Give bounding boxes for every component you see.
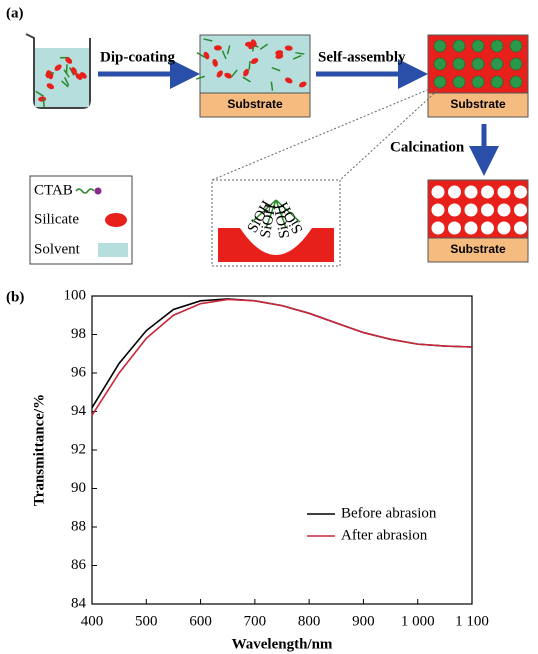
data-line: [92, 299, 472, 415]
pore: [448, 186, 461, 199]
pore: [465, 204, 478, 217]
y-tick-label: 100: [64, 287, 87, 303]
micelle: [491, 40, 503, 52]
legend-label: Silicate: [34, 211, 79, 227]
legend-label: After abrasion: [341, 527, 428, 543]
y-tick-label: 84: [71, 595, 87, 611]
pore: [465, 186, 478, 199]
y-tick-label: 96: [71, 364, 87, 380]
micelle: [472, 40, 484, 52]
diagram: (a) Dip-coating Self-assembly Calcinatio…: [6, 5, 528, 266]
pore: [448, 222, 461, 235]
micelle: [453, 76, 465, 88]
micelle: [434, 58, 446, 70]
micelle: [472, 58, 484, 70]
y-tick-label: 88: [71, 518, 86, 534]
x-tick-label: 800: [298, 613, 321, 629]
pore: [514, 186, 527, 199]
pore: [498, 186, 511, 199]
ctab-particle: [249, 61, 250, 70]
ctab-icon: [95, 188, 102, 195]
zoom-line: [340, 88, 440, 180]
substrate-label: Substrate: [227, 97, 283, 111]
x-tick-label: 700: [244, 613, 267, 629]
pore: [498, 204, 511, 217]
y-tick-label: 92: [71, 441, 86, 457]
x-tick-label: 500: [135, 613, 158, 629]
plot-frame: [92, 296, 472, 604]
micelle: [472, 76, 484, 88]
pore: [432, 222, 445, 235]
y-tick-label: 98: [71, 326, 86, 342]
x-axis-title: Wavelength/nm: [232, 636, 333, 652]
micelle: [491, 58, 503, 70]
step-label: Dip-coating: [100, 49, 176, 65]
micelle: [510, 40, 522, 52]
pore: [481, 186, 494, 199]
micelle: [453, 40, 465, 52]
micelle: [434, 40, 446, 52]
y-tick-label: 90: [71, 480, 86, 496]
chart: (b) Wavelength/nm Transmittance/% 84 86 88…: [6, 287, 489, 652]
silicate-particle: [214, 45, 222, 50]
legend-label: Before abrasion: [341, 505, 437, 521]
x-tick-label: 600: [189, 613, 212, 629]
pore: [514, 222, 527, 235]
pore: [514, 204, 527, 217]
step-label: Calcination: [390, 139, 465, 155]
data-line: [92, 299, 472, 408]
step-label: Self-assembly: [318, 49, 406, 65]
pore: [448, 204, 461, 217]
pore: [481, 204, 494, 217]
substrate-label: Substrate: [450, 97, 506, 111]
x-tick-label: 1 100: [455, 613, 489, 629]
x-tick-label: 900: [352, 613, 375, 629]
legend-label: CTAB: [34, 182, 73, 198]
pore: [432, 186, 445, 199]
micelle: [491, 76, 503, 88]
y-tick-label: 86: [71, 557, 87, 573]
micelle: [510, 58, 522, 70]
pore: [465, 222, 478, 235]
silicate-icon: [105, 213, 127, 227]
micelle: [453, 58, 465, 70]
y-axis-title: Transmittance/%: [31, 394, 47, 506]
micelle: [434, 76, 446, 88]
pore: [432, 204, 445, 217]
solvent-icon: [98, 243, 128, 257]
pore: [498, 222, 511, 235]
x-tick-label: 400: [81, 613, 104, 629]
legend-label: Solvent: [34, 241, 81, 257]
substrate-label: Substrate: [450, 242, 506, 256]
panel-label: (a): [6, 5, 24, 21]
figure: (a) Dip-coating Self-assembly Calcinatio…: [0, 0, 538, 654]
x-tick-label: 1 000: [401, 613, 435, 629]
micelle: [510, 76, 522, 88]
panel-label: (b): [6, 289, 24, 305]
y-tick-label: 94: [71, 403, 87, 419]
ctab-particle: [44, 98, 45, 107]
pore: [481, 222, 494, 235]
